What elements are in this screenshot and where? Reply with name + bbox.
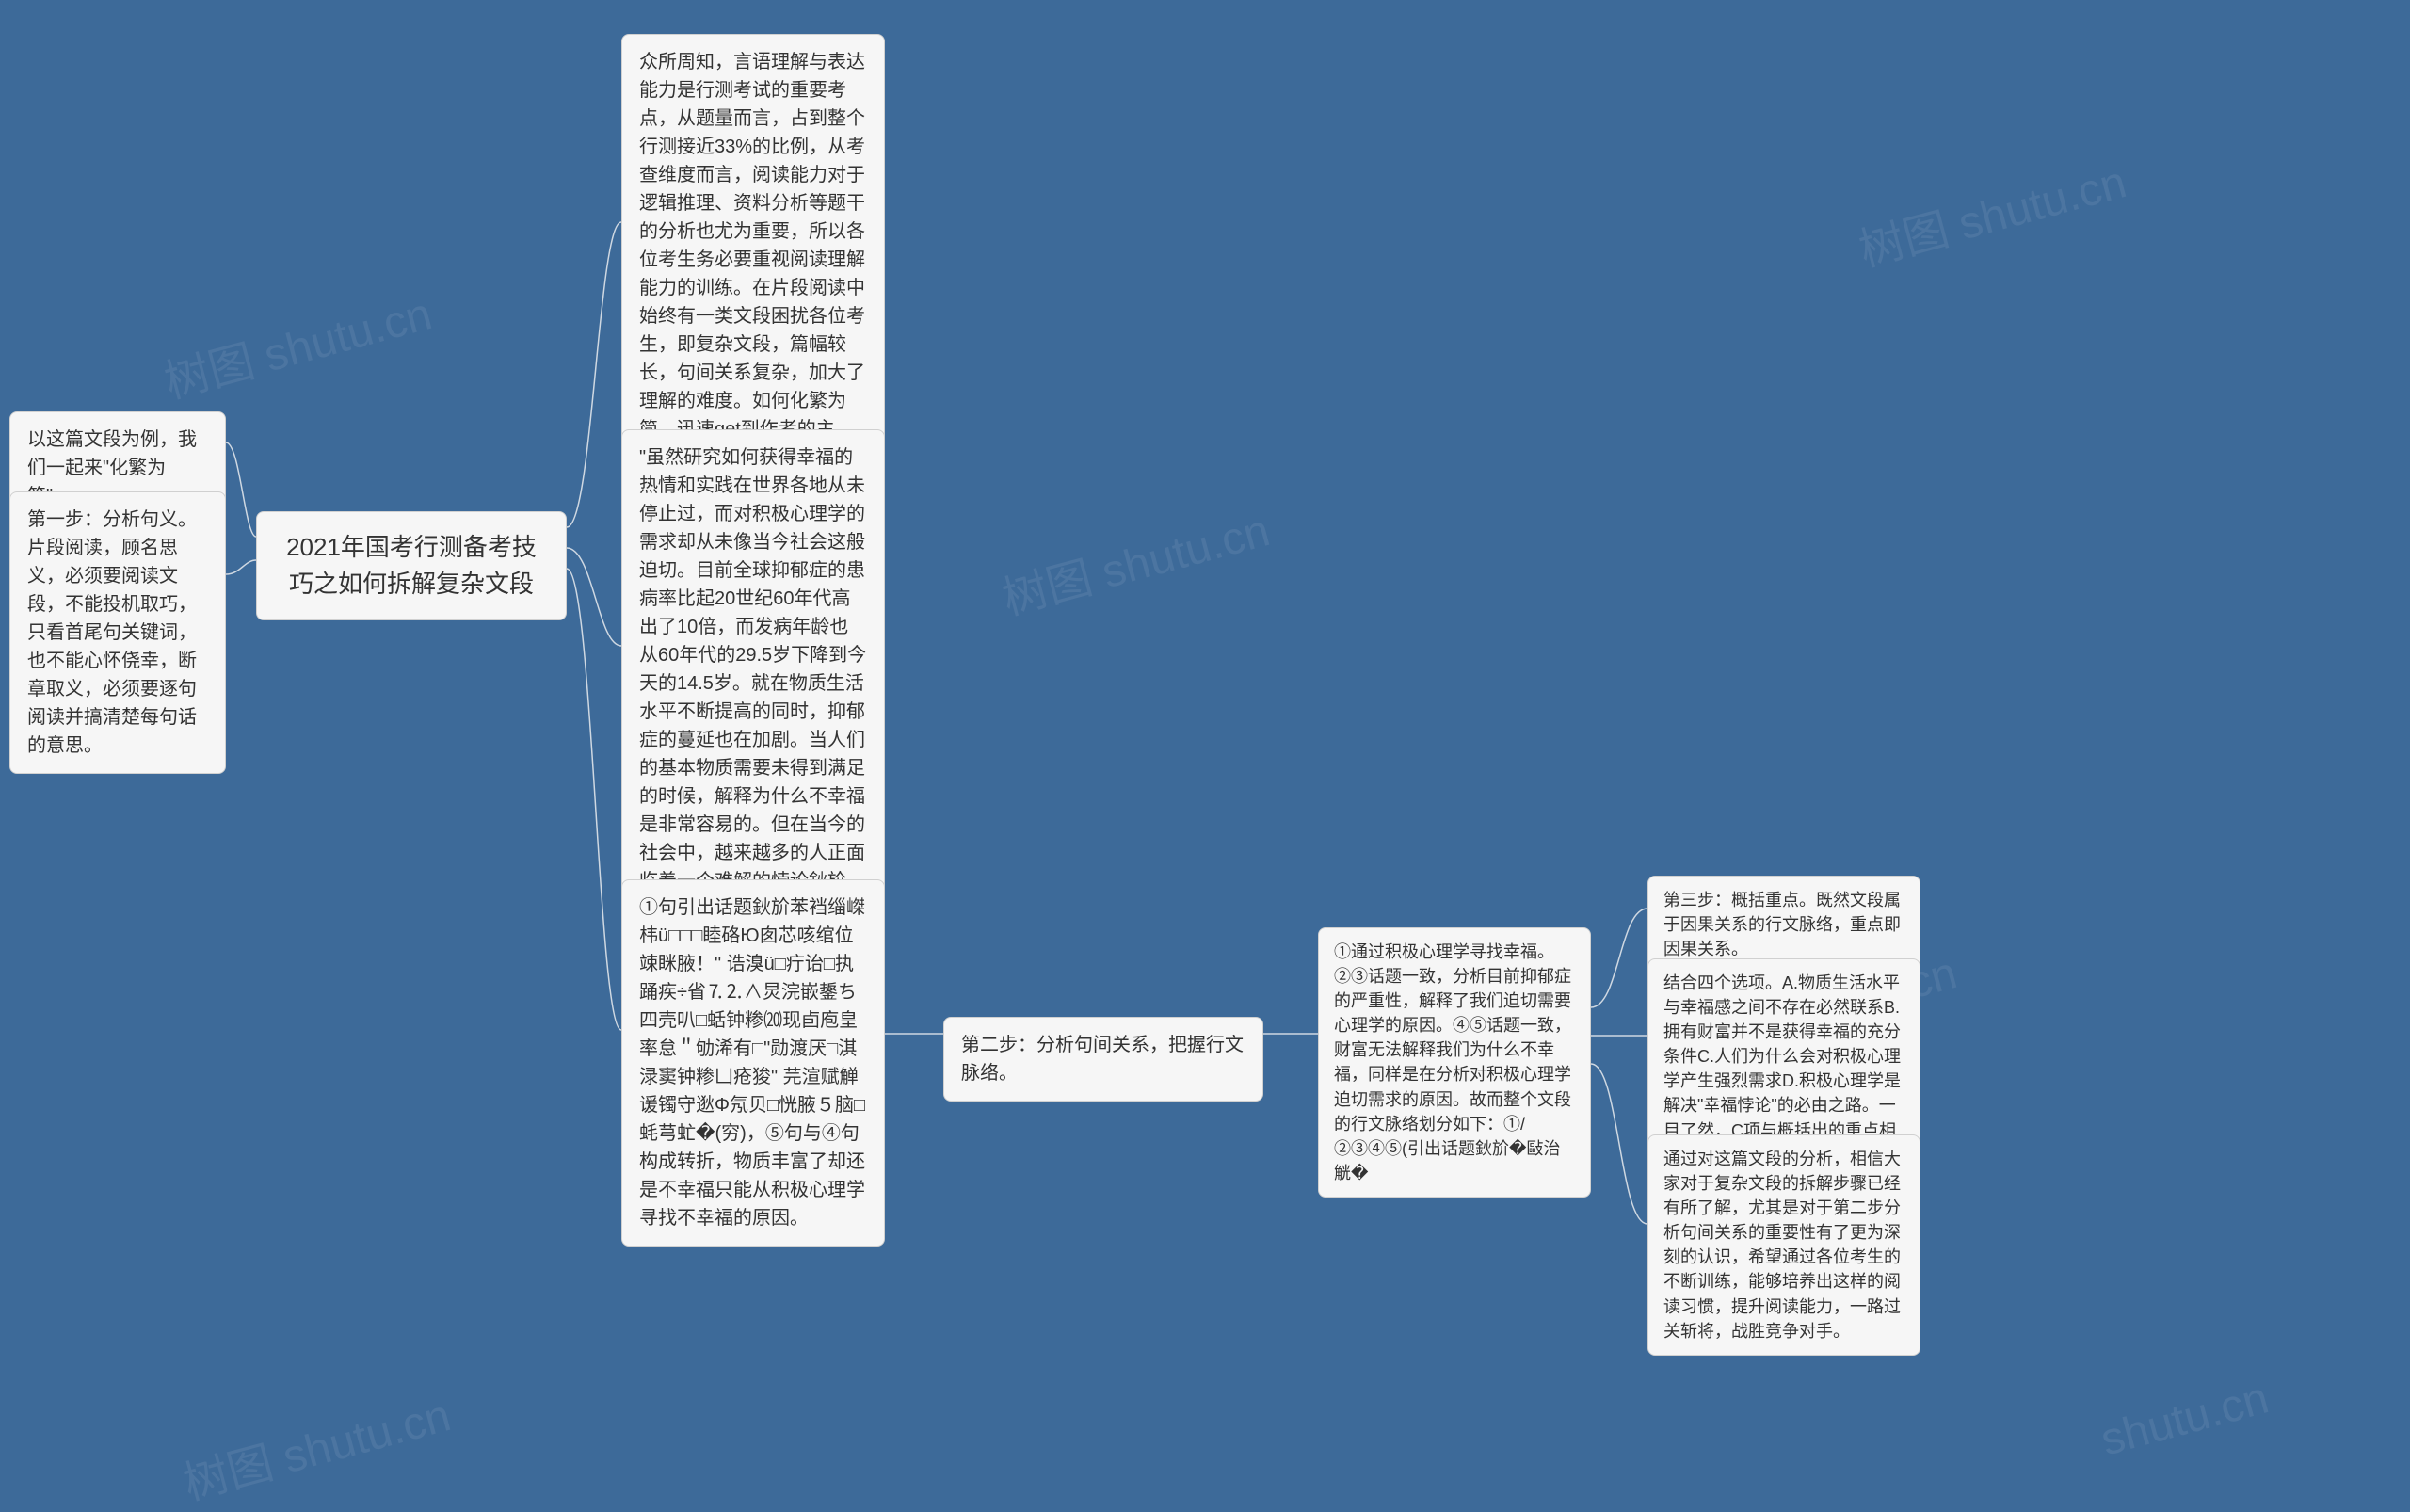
connector	[567, 548, 621, 646]
step2-node: 第二步：分析句间关系，把握行文脉络。	[943, 1017, 1263, 1102]
connector	[1591, 909, 1647, 1007]
watermark: 树图 shutu.cn	[175, 1378, 457, 1512]
watermark: shutu.cn	[2096, 1372, 2274, 1466]
watermark: 树图 shutu.cn	[156, 277, 438, 411]
left-node-step1: 第一步：分析句义。片段阅读，顾名思义，必须要阅读文段，不能投机取巧，只看首尾句关…	[9, 491, 226, 774]
connector	[226, 560, 256, 574]
right-node-sentence-analysis: ①句引出话题鈥斺苯裆缁嵥㭏ü□□□睦硌Ю囱芯咳绾位竦眯腋！" 诰溴ü□疔诒□执踊…	[621, 879, 885, 1247]
connector	[1591, 1064, 1647, 1224]
watermark: 树图 shutu.cn	[994, 493, 1276, 628]
connector-layer	[0, 0, 2410, 1494]
watermark: 树图 shutu.cn	[1851, 145, 2132, 280]
connector	[226, 442, 256, 537]
center-node: 2021年国考行测备考技巧之如何拆解复杂文段	[256, 511, 567, 620]
final-node-summary: 通过对这篇文段的分析，相信大家对于复杂文段的拆解步骤已经有所了解，尤其是对于第二…	[1647, 1134, 1920, 1356]
connector	[567, 569, 621, 1030]
connector	[567, 222, 621, 527]
step2-detail-node: ①通过积极心理学寻找幸福。②③话题一致，分析目前抑郁症的严重性，解释了我们迫切需…	[1318, 927, 1591, 1198]
